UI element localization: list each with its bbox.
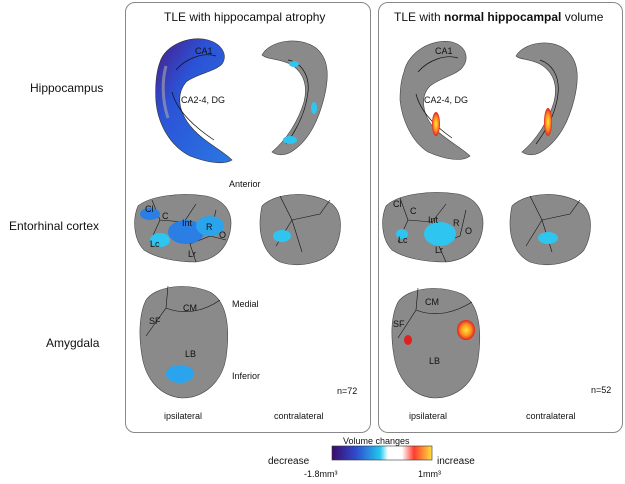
label-lb-right: LB bbox=[429, 356, 441, 366]
label-lc-right: Lc bbox=[398, 235, 408, 245]
label-o-left: O bbox=[219, 230, 227, 240]
right-hippocampus-ipsi bbox=[399, 41, 471, 160]
col-label-contra-right: contralateral bbox=[526, 411, 576, 421]
left-hippocampus-ipsi bbox=[155, 38, 233, 164]
label-int-right: Int bbox=[428, 215, 439, 225]
colorbar-increase: increase bbox=[437, 456, 475, 467]
label-ca1-left: CA1 bbox=[195, 46, 213, 56]
row-label-amygdala: Amygdala bbox=[46, 336, 100, 350]
label-cm-right: CM bbox=[425, 297, 439, 307]
label-inferior: Inferior bbox=[232, 371, 261, 381]
col-label-ipsi-left: ipsilateral bbox=[164, 411, 203, 421]
panel-title-atrophy: TLE with hippocampal atrophy bbox=[164, 10, 326, 24]
row-label-entorhinal: Entorhinal cortex bbox=[9, 219, 100, 233]
label-r-left: R bbox=[206, 222, 213, 232]
label-o-right: O bbox=[465, 226, 473, 236]
colorbar-decrease: decrease bbox=[268, 456, 310, 467]
label-cl-left: Cl bbox=[145, 204, 154, 214]
label-lr-right: Lr bbox=[435, 245, 444, 255]
label-sf-left: SF bbox=[149, 316, 161, 326]
col-label-ipsi-right: ipsilateral bbox=[409, 411, 448, 421]
left-entorhinal-ipsi bbox=[134, 194, 232, 263]
label-c-right: C bbox=[410, 206, 417, 216]
label-ca24-left: CA2-4, DG bbox=[181, 95, 226, 105]
label-ca24-right: CA2-4, DG bbox=[424, 95, 469, 105]
col-label-contra-left: contralateral bbox=[274, 411, 324, 421]
label-lb-left: LB bbox=[185, 349, 197, 359]
label-lr-left: Lr bbox=[188, 249, 197, 259]
n-count-right: n=52 bbox=[591, 385, 612, 395]
right-amygdala-ipsi bbox=[391, 287, 480, 399]
label-int-left: Int bbox=[182, 218, 193, 228]
colorbar bbox=[331, 445, 433, 461]
panel-title-normal: TLE with normal hippocampal volume bbox=[394, 11, 603, 23]
label-r-right: R bbox=[453, 218, 460, 228]
left-hippocampus-contra bbox=[261, 40, 328, 156]
panel-title-pre: TLE with bbox=[394, 10, 445, 24]
label-anterior: Anterior bbox=[229, 179, 261, 189]
colorbar-title: Volume changes bbox=[343, 436, 410, 446]
panel-title-post: volume bbox=[561, 10, 604, 24]
right-entorhinal-contra bbox=[509, 194, 591, 265]
label-lc-left: Lc bbox=[150, 239, 160, 249]
n-count-left: n=72 bbox=[337, 386, 358, 396]
left-amygdala-ipsi bbox=[139, 285, 228, 399]
panel-title-bold: normal hippocampal bbox=[444, 10, 562, 24]
label-cl-right: Cl bbox=[393, 199, 402, 209]
label-medial: Medial bbox=[232, 299, 259, 309]
colorbar-max: 1mm³ bbox=[418, 469, 441, 479]
left-entorhinal-contra bbox=[259, 194, 341, 265]
label-c-left: C bbox=[162, 211, 169, 221]
colorbar-min: -1.8mm³ bbox=[304, 469, 338, 479]
right-hippocampus-contra bbox=[515, 42, 578, 156]
label-sf-right: SF bbox=[393, 319, 405, 329]
right-entorhinal-ipsi bbox=[382, 192, 484, 263]
label-cm-left: CM bbox=[183, 303, 197, 313]
label-ca1-right: CA1 bbox=[435, 46, 453, 56]
row-label-hippocampus: Hippocampus bbox=[30, 81, 104, 95]
